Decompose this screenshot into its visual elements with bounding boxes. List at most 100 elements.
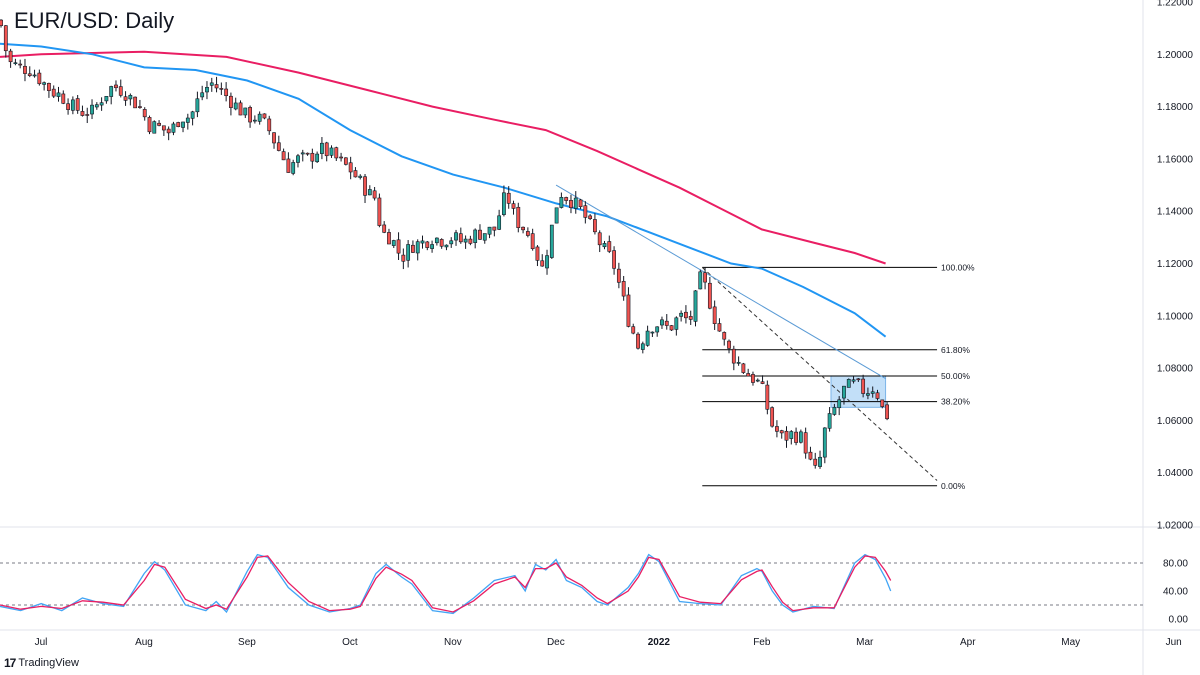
candle [305,152,310,156]
candle [851,376,856,384]
candle [61,90,66,105]
tradingview-icon: 17 [4,656,16,670]
candle [684,305,688,324]
candle-body [296,155,300,163]
candle-body [511,203,516,209]
candle [549,224,554,259]
candle-body [502,192,506,215]
candle [114,80,118,92]
candle-body [300,152,305,155]
candle [583,201,588,224]
candle-body [535,246,540,261]
candle [161,125,166,136]
candle-body [621,281,626,297]
candle-body [813,458,818,466]
candle-body [195,98,200,113]
candle-body [655,326,660,333]
candle-body [401,254,406,262]
price-tick-label: 1.14000 [1157,207,1194,218]
candle-body [660,319,664,326]
candle-body [564,197,569,201]
time-tick-label: Nov [444,637,462,648]
candle-body [856,378,861,381]
candle [320,137,324,160]
candle-body [47,82,51,91]
candle-body [219,88,224,90]
candle-body [463,238,468,243]
candle-body [276,142,281,151]
candle [770,406,775,428]
candle [310,148,315,169]
candle [832,403,837,416]
candle-body [569,200,573,209]
candle-body [70,99,75,111]
time-tick-label: 2022 [648,637,671,648]
candle-body [808,451,813,460]
candle [578,198,583,210]
candle-body [880,399,885,407]
candle [200,85,205,101]
candle [104,96,109,104]
candle [133,96,138,109]
candle [176,121,181,128]
candle-body [27,73,32,76]
candle-body [391,240,396,246]
candle [23,58,27,82]
candle-body [602,243,607,248]
candle [372,187,377,201]
candle [181,121,185,133]
candle-body [32,74,37,77]
candle [99,97,104,111]
candle [822,427,827,464]
candle-body [760,381,765,384]
candle-body [674,317,679,330]
candle-body [583,205,588,218]
candle-body [157,122,161,126]
tradingview-logo[interactable]: 17 TradingView [4,656,79,670]
candle-body [363,176,367,196]
candle-body [353,170,358,178]
candle-body [746,373,751,377]
descending-trendline [555,184,886,379]
candle [593,213,597,235]
candle-body [233,102,238,110]
candle-body [310,152,315,162]
price-tick-label: 1.18000 [1157,102,1194,113]
candle-body [133,96,138,109]
candle [674,316,679,336]
candle-body [80,111,85,116]
candle [363,173,367,204]
price-tick-label: 1.02000 [1157,521,1194,532]
candle [382,221,387,234]
time-tick-label: Jul [35,637,48,648]
candle-body [559,197,564,208]
candle [243,107,248,119]
candle-body [415,241,420,254]
candle [875,389,880,401]
candle [602,240,607,250]
candle [425,240,430,251]
candle [454,229,458,246]
candle [406,240,411,268]
candle [636,332,640,350]
candle [688,310,693,325]
fib-level-label: 100.00% [941,262,975,272]
candle-body [387,232,391,245]
candle [482,233,487,244]
candle [775,420,779,438]
candle-body [458,233,463,243]
candle [334,146,339,162]
candle-body [492,226,497,231]
candle-body [636,333,640,349]
candle-body [487,226,492,235]
candle-body [789,431,794,439]
candle [846,378,851,388]
candle-body [190,111,195,119]
candle [367,185,372,196]
candle-body [679,312,684,317]
candle [339,152,343,162]
candle-body [516,206,521,229]
candle [559,192,564,209]
